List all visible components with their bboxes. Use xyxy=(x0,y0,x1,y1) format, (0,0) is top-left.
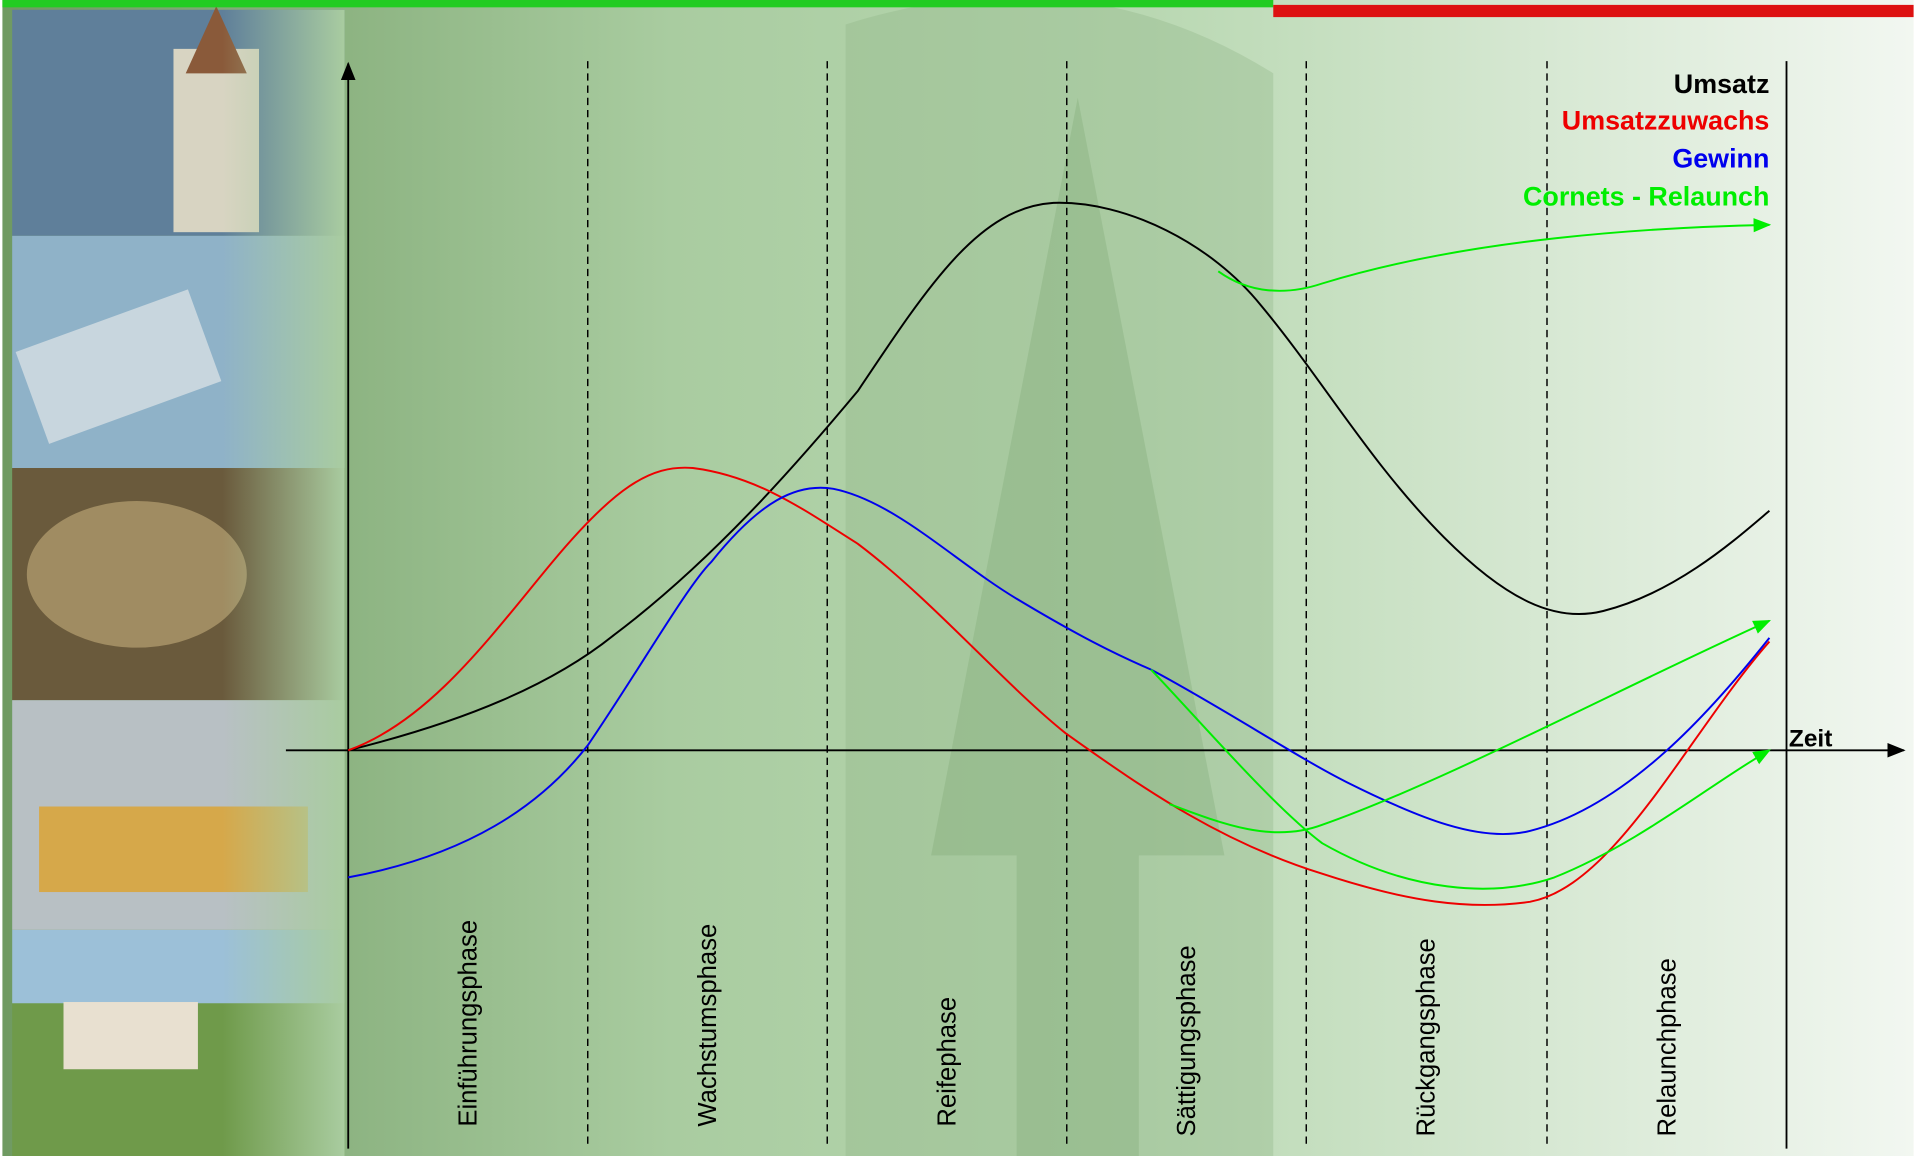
phase-dividers xyxy=(587,61,1548,1149)
relaunch-gewinn xyxy=(1150,668,1771,890)
phase-label: Rückgangsphase xyxy=(1413,938,1441,1136)
relaunch-umsatz xyxy=(1217,218,1772,292)
legend-umsatzzuwachs: Umsatzzuwachs xyxy=(1562,106,1770,136)
legend-umsatz: Umsatz xyxy=(1674,69,1770,99)
phase-label: Relaunchphase xyxy=(1653,958,1681,1136)
x-axis-label: Zeit xyxy=(1789,726,1832,753)
top-bar-red xyxy=(1273,4,1914,18)
phase-label: Einführungsphase xyxy=(455,920,483,1127)
gewinn-curve xyxy=(348,486,1771,879)
photo-strip xyxy=(12,6,345,1156)
relaunch-zuwachs xyxy=(1169,619,1772,834)
background-tree xyxy=(931,97,1225,1156)
umsatz-curve xyxy=(347,201,1771,752)
phase-label: Wachstumsphase xyxy=(694,924,722,1127)
legend-relaunch: Cornets - Relaunch xyxy=(1523,181,1769,211)
phase-label: Sättigungsphase xyxy=(1173,945,1201,1136)
background-shape xyxy=(845,0,1274,1156)
umsatzzuwachs-curve xyxy=(347,466,1771,906)
legend-gewinn: Gewinn xyxy=(1672,143,1769,173)
top-bar-green xyxy=(2,0,1274,8)
phase-label: Reifephase xyxy=(934,997,962,1127)
